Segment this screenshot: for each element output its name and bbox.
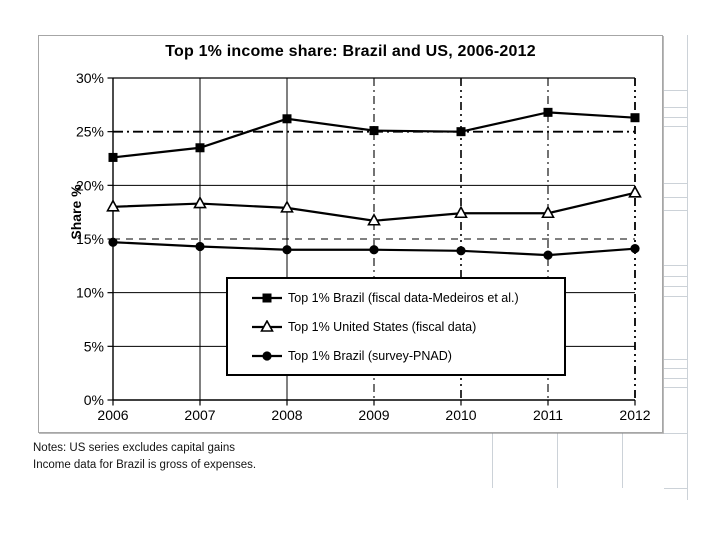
- open-triangle-marker: [628, 185, 642, 198]
- note-line: Notes: US series excludes capital gains: [33, 442, 235, 454]
- filled-circle-marker: [369, 245, 379, 255]
- open-triangle-marker: [454, 205, 468, 219]
- sheet-gridline: [664, 183, 687, 184]
- filled-square-marker: [630, 113, 640, 123]
- open-triangle-marker: [260, 319, 274, 332]
- filled-circle-marker: [262, 350, 272, 361]
- filled-circle-marker: [543, 250, 553, 260]
- sheet-gridline: [664, 368, 687, 369]
- x-tick-label: 2010: [445, 407, 476, 423]
- filled-square-marker: [108, 152, 118, 162]
- open-triangle-marker: [106, 199, 120, 212]
- legend-label: Top 1% Brazil (fiscal data-Medeiros et a…: [288, 290, 519, 305]
- legend-marker: [252, 319, 282, 332]
- y-tick-label: 10%: [76, 285, 104, 301]
- legend-item-1: Top 1% United States (fiscal data): [252, 319, 564, 334]
- sheet-gridline: [664, 359, 687, 360]
- legend-item-2: Top 1% Brazil (survey-PNAD): [252, 349, 564, 363]
- filled-square-marker: [456, 127, 466, 137]
- sheet-gridline: [492, 433, 493, 488]
- sheet-gridline: [557, 433, 558, 488]
- legend-label: Top 1% Brazil (survey-PNAD): [288, 348, 452, 363]
- x-tick-label: 2007: [184, 407, 215, 423]
- sheet-gridline: [664, 90, 687, 91]
- legend: Top 1% Brazil (fiscal data-Medeiros et a…: [226, 277, 566, 376]
- sheet-gridline: [664, 210, 687, 211]
- x-tick-label: 2006: [97, 407, 128, 423]
- filled-circle-marker: [456, 246, 466, 256]
- open-triangle-marker: [367, 213, 381, 226]
- y-tick-label: 25%: [76, 124, 104, 140]
- filled-circle-marker: [282, 245, 292, 255]
- y-tick-label: 15%: [76, 231, 104, 247]
- open-triangle-marker: [280, 200, 294, 213]
- sheet-gridline: [664, 488, 687, 489]
- chart-object: Top 1% income share: Brazil and US, 2006…: [38, 35, 663, 433]
- legend-item-0: Top 1% Brazil (fiscal data-Medeiros et a…: [252, 291, 564, 305]
- legend-label: Top 1% United States (fiscal data): [288, 319, 477, 334]
- chart-notes: Notes: US series excludes capital gains …: [33, 440, 256, 474]
- y-tick-label: 30%: [76, 70, 104, 86]
- sheet-gridline: [664, 378, 687, 379]
- filled-circle-marker: [630, 244, 640, 254]
- filled-circle-marker: [108, 237, 118, 247]
- sheet-gridline: [664, 197, 687, 198]
- x-tick-label: 2012: [619, 407, 650, 423]
- sheet-gridline: [687, 35, 688, 500]
- y-tick-label: 0%: [84, 392, 104, 408]
- filled-square-marker: [282, 114, 292, 124]
- x-tick-label: 2008: [271, 407, 302, 423]
- y-tick-label: 20%: [76, 177, 104, 193]
- filled-square-marker: [262, 293, 272, 302]
- filled-circle-marker: [195, 241, 205, 252]
- open-triangle-marker: [193, 195, 207, 209]
- open-triangle-marker: [541, 205, 555, 219]
- legend-marker: [252, 293, 282, 302]
- sheet-gridline: [664, 117, 687, 118]
- sheet-gridline: [664, 286, 687, 287]
- sheet-gridline: [622, 433, 623, 488]
- x-tick-label: 2011: [533, 407, 563, 423]
- filled-square-marker: [543, 107, 553, 117]
- sheet-gridline: [664, 107, 687, 108]
- chart-title: Top 1% income share: Brazil and US, 2006…: [165, 43, 536, 60]
- x-tick-label: 2009: [358, 407, 389, 423]
- filled-square-marker: [369, 126, 379, 136]
- sheet-gridline: [664, 433, 687, 434]
- plot-area: 0% 5% 10% 15% 20% 25% 30% 2006 2007 2008 2009 2010 2…: [76, 70, 651, 423]
- sheet-gridline: [664, 126, 687, 127]
- sheet-gridline: [664, 296, 687, 297]
- sheet-gridline: [664, 276, 687, 277]
- sheet-gridline: [664, 265, 687, 266]
- note-line: Income data for Brazil is gross of expen…: [33, 459, 257, 471]
- sheet-gridline: [664, 387, 687, 388]
- y-tick-label: 5%: [84, 338, 104, 354]
- filled-square-marker: [195, 143, 205, 153]
- legend-marker: [252, 350, 282, 361]
